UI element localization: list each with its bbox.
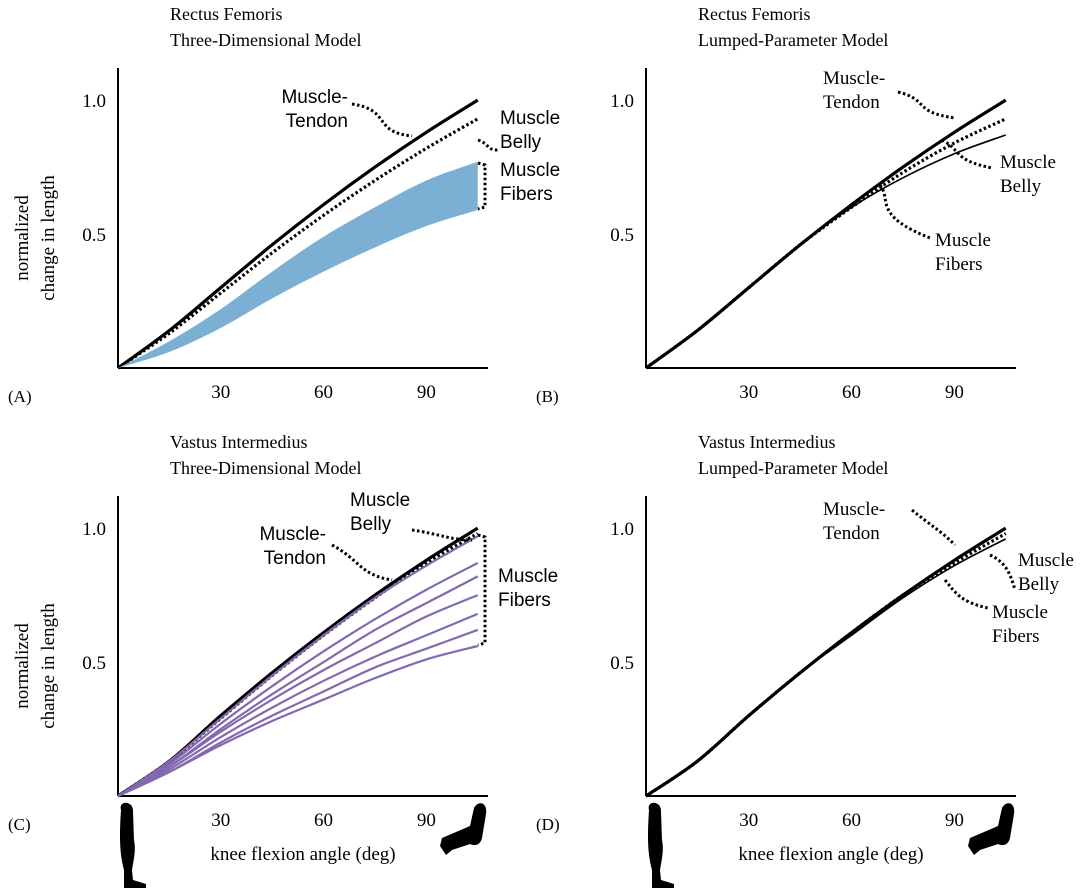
chart-title: Vastus Intermedius — [170, 432, 307, 452]
series-label: Muscle- — [259, 524, 326, 545]
x-tick-label: 30 — [211, 382, 230, 403]
y-tick-label: 0.5 — [610, 653, 634, 674]
fiber-line — [645, 538, 1007, 797]
belly-line — [117, 532, 479, 798]
series-label: Tendon — [264, 548, 326, 569]
series-label: Muscle — [500, 108, 560, 129]
series-label: Muscle — [500, 160, 560, 181]
y-axis-label: normalized — [12, 195, 33, 281]
x-tick-label: 30 — [211, 810, 230, 831]
tendon-line — [645, 526, 1007, 798]
chart-title: Rectus Femoris — [170, 4, 283, 24]
leader-line — [943, 579, 989, 610]
series-label: Fibers — [498, 590, 551, 611]
leader-line — [477, 533, 487, 647]
series-label: Muscle — [992, 602, 1048, 623]
tendon-line — [117, 98, 479, 370]
panel-label: (A) — [8, 387, 32, 406]
fiber-line — [117, 594, 479, 797]
chart-title: Lumped-Parameter Model — [698, 458, 888, 478]
panel-label: (D) — [536, 815, 560, 834]
y-axis-label: normalized — [12, 623, 33, 709]
x-axis-label: knee flexion angle (deg) — [738, 844, 923, 865]
x-tick-label: 90 — [417, 382, 436, 403]
leader-line — [477, 161, 487, 211]
leader-line — [897, 90, 956, 120]
chart-title: Three-Dimensional Model — [170, 30, 361, 50]
straight-leg — [648, 802, 674, 888]
x-tick-label: 60 — [314, 382, 333, 403]
x-tick-label: 60 — [842, 810, 861, 831]
y-axis-label: change in length — [38, 175, 59, 301]
series-label: Fibers — [935, 254, 983, 275]
series-label: Tendon — [823, 523, 880, 544]
fiber-line — [645, 134, 1006, 369]
y-tick-label: 0.5 — [82, 225, 106, 246]
leader-line — [941, 138, 993, 170]
series-label: Tendon — [286, 111, 348, 132]
x-tick-label: 60 — [842, 382, 861, 403]
y-tick-label: 1.0 — [82, 91, 106, 112]
fiber-line — [117, 612, 479, 797]
fiber-line — [117, 644, 478, 797]
leader-line — [911, 508, 957, 547]
leader-line — [989, 553, 1017, 591]
series-label: Belly — [500, 132, 542, 153]
series-label: Muscle — [1018, 550, 1074, 571]
series-label: Muscle — [1000, 152, 1056, 173]
x-tick-label: 60 — [314, 810, 333, 831]
chart-title: Rectus Femoris — [698, 4, 811, 24]
x-tick-label: 90 — [945, 810, 964, 831]
leader-line — [477, 138, 499, 152]
bent-leg — [440, 803, 487, 855]
series-label: Muscle- — [823, 499, 885, 520]
series-label: Belly — [350, 514, 392, 535]
y-axis-label: change in length — [38, 603, 59, 729]
x-tick-label: 30 — [739, 382, 758, 403]
y-tick-label: 1.0 — [610, 519, 634, 540]
fiber-line — [117, 561, 479, 797]
y-tick-label: 1.0 — [610, 91, 634, 112]
x-tick-label: 90 — [945, 382, 964, 403]
bent-leg — [968, 803, 1015, 855]
belly-line — [117, 117, 479, 370]
series-label: Muscle — [350, 490, 410, 511]
y-tick-label: 1.0 — [82, 519, 106, 540]
y-tick-label: 0.5 — [610, 225, 634, 246]
x-tick-label: 90 — [417, 810, 436, 831]
fiber-line — [117, 535, 479, 797]
leg-icons — [120, 802, 1015, 888]
panel-label: (B) — [536, 387, 559, 406]
fiber-band — [118, 161, 478, 368]
series-label: Belly — [1018, 574, 1060, 595]
leader-line — [878, 184, 931, 240]
leader-line — [351, 102, 413, 138]
chart-title: Three-Dimensional Model — [170, 458, 361, 478]
x-axis-label: knee flexion angle (deg) — [210, 844, 395, 865]
series-label: Muscle- — [281, 87, 348, 108]
leader-line — [331, 543, 393, 582]
straight-leg — [120, 802, 146, 888]
y-tick-label: 0.5 — [82, 653, 106, 674]
chart-title: Vastus Intermedius — [698, 432, 835, 452]
series-label: Fibers — [992, 626, 1040, 647]
x-tick-label: 30 — [739, 810, 758, 831]
belly-line — [645, 532, 1007, 798]
series-label: Muscle — [935, 230, 991, 251]
series-label: Fibers — [500, 184, 553, 205]
series-label: Tendon — [823, 92, 880, 113]
leader-line — [411, 528, 473, 542]
series-label: Muscle- — [823, 68, 885, 89]
series-label: Muscle — [498, 566, 558, 587]
panel-label: (C) — [8, 815, 31, 834]
chart-title: Lumped-Parameter Model — [698, 30, 888, 50]
series-label: Belly — [1000, 176, 1042, 197]
